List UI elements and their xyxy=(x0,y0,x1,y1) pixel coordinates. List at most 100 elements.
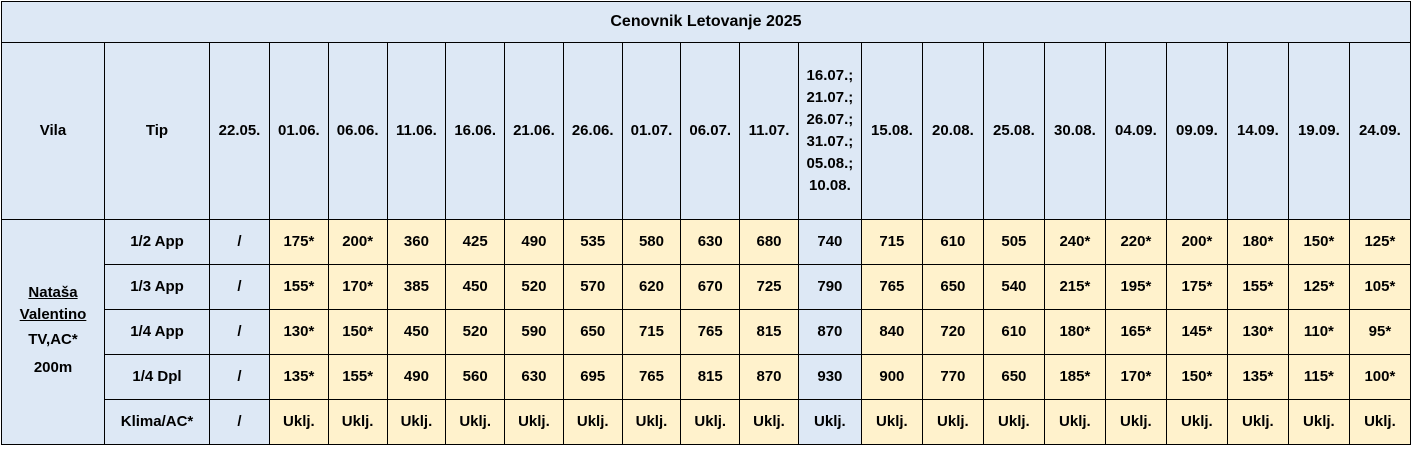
column-header: 04.09. xyxy=(1104,42,1167,220)
column-header: Tip xyxy=(104,42,210,220)
price-cell: 450 xyxy=(386,309,447,355)
price-cell: 770 xyxy=(921,354,984,400)
price-cell: 580 xyxy=(621,219,682,265)
room-type: 1/4 Dpl xyxy=(104,354,210,400)
room-type: Klima/AC* xyxy=(104,399,210,445)
column-header: 22.05. xyxy=(209,42,270,220)
price-cell: Uklj. xyxy=(982,399,1045,445)
price-cell: Uklj. xyxy=(327,399,388,445)
price-cell: 155* xyxy=(269,264,329,310)
price-cell: Uklj. xyxy=(1226,399,1289,445)
price-cell: Uklj. xyxy=(680,399,741,445)
villa-name: Nataša Valentino xyxy=(19,284,87,323)
price-cell: 815 xyxy=(739,309,799,355)
price-cell: / xyxy=(209,399,270,445)
price-cell: 105* xyxy=(1348,264,1411,310)
price-cell: 170* xyxy=(327,264,388,310)
column-header: 21.06. xyxy=(504,42,564,220)
price-cell: 135* xyxy=(269,354,329,400)
price-cell: 240* xyxy=(1043,219,1106,265)
price-cell: 150* xyxy=(327,309,388,355)
price-cell: 165* xyxy=(1104,309,1167,355)
price-cell: 185* xyxy=(1043,354,1106,400)
price-cell: Uklj. xyxy=(445,399,506,445)
price-cell: 220* xyxy=(1104,219,1167,265)
price-cell: 170* xyxy=(1104,354,1167,400)
price-cell: 590 xyxy=(504,309,564,355)
price-cell: 450 xyxy=(445,264,506,310)
column-header: 19.09. xyxy=(1287,42,1350,220)
price-cell: 520 xyxy=(445,309,506,355)
price-cell: 425 xyxy=(445,219,506,265)
villa-cell: Nataša Valentino TV,AC* 200m xyxy=(1,219,105,445)
price-cell: 175* xyxy=(1165,264,1228,310)
column-header: 25.08. xyxy=(982,42,1045,220)
price-cell: 180* xyxy=(1226,219,1289,265)
price-cell: Uklj. xyxy=(1104,399,1167,445)
price-cell: 135* xyxy=(1226,354,1289,400)
column-header: 01.06. xyxy=(269,42,329,220)
price-cell: 715 xyxy=(621,309,682,355)
price-cell: 535 xyxy=(562,219,623,265)
price-cell: 650 xyxy=(921,264,984,310)
price-cell: 720 xyxy=(921,309,984,355)
price-cell: 95* xyxy=(1348,309,1411,355)
price-cell: 180* xyxy=(1043,309,1106,355)
price-cell: / xyxy=(209,354,270,400)
room-type: 1/4 App xyxy=(104,309,210,355)
price-cell: 125* xyxy=(1287,264,1350,310)
price-cell: 790 xyxy=(797,264,862,310)
price-cell: 740 xyxy=(797,219,862,265)
price-cell: 570 xyxy=(562,264,623,310)
price-cell: Uklj. xyxy=(1043,399,1106,445)
price-cell: / xyxy=(209,264,270,310)
price-cell: 115* xyxy=(1287,354,1350,400)
price-cell: 505 xyxy=(982,219,1045,265)
room-type: 1/2 App xyxy=(104,219,210,265)
price-cell: 560 xyxy=(445,354,506,400)
price-cell: / xyxy=(209,309,270,355)
column-header: 15.08. xyxy=(860,42,923,220)
price-cell: 900 xyxy=(860,354,923,400)
column-header: 06.06. xyxy=(327,42,388,220)
price-cell: Uklj. xyxy=(797,399,862,445)
column-header: 26.06. xyxy=(562,42,623,220)
price-cell: 670 xyxy=(680,264,741,310)
column-header: 09.09. xyxy=(1165,42,1228,220)
price-cell: Uklj. xyxy=(1287,399,1350,445)
price-cell: 765 xyxy=(621,354,682,400)
price-cell: 195* xyxy=(1104,264,1167,310)
price-cell: 130* xyxy=(269,309,329,355)
price-cell: 360 xyxy=(386,219,447,265)
price-cell: Uklj. xyxy=(562,399,623,445)
table-title: Cenovnik Letovanje 2025 xyxy=(1,1,1411,43)
price-cell: 145* xyxy=(1165,309,1228,355)
price-cell: 870 xyxy=(797,309,862,355)
price-cell: 150* xyxy=(1165,354,1228,400)
price-cell: Uklj. xyxy=(504,399,564,445)
villa-distance: 200m xyxy=(33,359,73,376)
column-header: 11.06. xyxy=(386,42,447,220)
price-cell: 175* xyxy=(269,219,329,265)
column-header: 20.08. xyxy=(921,42,984,220)
price-cell: 490 xyxy=(504,219,564,265)
price-cell: 930 xyxy=(797,354,862,400)
price-cell: 815 xyxy=(680,354,741,400)
price-cell: 630 xyxy=(504,354,564,400)
column-header: 16.06. xyxy=(445,42,506,220)
price-cell: 715 xyxy=(860,219,923,265)
price-cell: 630 xyxy=(680,219,741,265)
price-cell: 155* xyxy=(327,354,388,400)
price-cell: / xyxy=(209,219,270,265)
price-cell: 215* xyxy=(1043,264,1106,310)
price-cell: 840 xyxy=(860,309,923,355)
price-cell: 150* xyxy=(1287,219,1350,265)
price-cell: 385 xyxy=(386,264,447,310)
price-cell: Uklj. xyxy=(1165,399,1228,445)
price-cell: 680 xyxy=(739,219,799,265)
price-cell: 610 xyxy=(982,309,1045,355)
price-cell: 765 xyxy=(680,309,741,355)
column-header: 24.09. xyxy=(1348,42,1411,220)
column-header: 30.08. xyxy=(1043,42,1106,220)
